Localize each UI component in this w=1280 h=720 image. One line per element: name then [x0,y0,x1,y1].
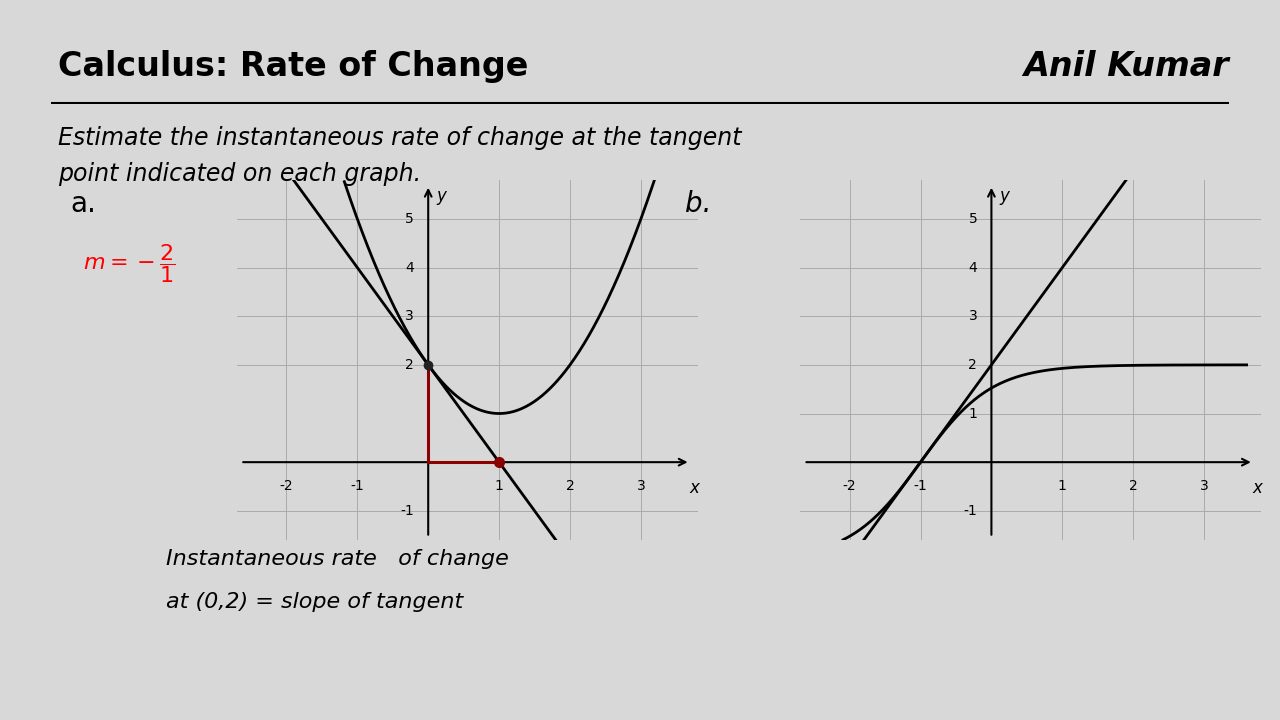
Text: -1: -1 [351,480,365,493]
Text: $m = -\dfrac{2}{1}$: $m = -\dfrac{2}{1}$ [83,242,175,285]
Text: 2: 2 [406,358,413,372]
Text: 5: 5 [969,212,977,226]
Text: a.: a. [70,190,96,218]
Text: -1: -1 [401,504,413,518]
Text: 3: 3 [636,480,645,493]
Text: point indicated on each graph.: point indicated on each graph. [58,162,421,186]
Text: 2: 2 [566,480,575,493]
Text: 1: 1 [494,480,503,493]
Text: 3: 3 [1199,480,1208,493]
Text: at (0,2) = slope of tangent: at (0,2) = slope of tangent [166,593,463,613]
Text: 2: 2 [1129,480,1138,493]
Text: y: y [436,187,445,205]
Text: 1: 1 [1057,480,1066,493]
Text: x: x [689,480,699,498]
Text: Anil Kumar: Anil Kumar [1023,50,1229,84]
Text: Calculus: Rate of Change: Calculus: Rate of Change [58,50,527,84]
Text: x: x [1252,480,1262,498]
Text: Instantaneous rate   of change: Instantaneous rate of change [166,549,509,570]
Text: 4: 4 [406,261,413,274]
Text: -1: -1 [914,480,928,493]
Text: b.: b. [685,190,712,218]
Text: 1: 1 [969,407,977,420]
Text: y: y [1000,187,1009,205]
Text: 3: 3 [969,309,977,323]
Text: Estimate the instantaneous rate of change at the tangent: Estimate the instantaneous rate of chang… [58,126,741,150]
Text: 4: 4 [969,261,977,274]
Text: -1: -1 [964,504,977,518]
Text: -2: -2 [842,480,856,493]
Text: 3: 3 [406,309,413,323]
Text: -2: -2 [279,480,293,493]
Text: 2: 2 [969,358,977,372]
Text: 5: 5 [406,212,413,226]
